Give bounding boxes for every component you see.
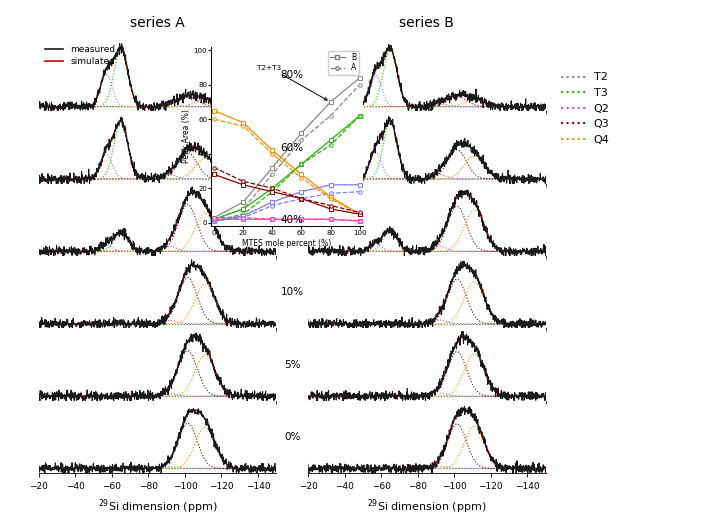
Text: 0%: 0% <box>284 432 301 442</box>
Text: $^{29}$Si dimension (ppm): $^{29}$Si dimension (ppm) <box>98 498 218 516</box>
Text: 60%: 60% <box>281 142 303 152</box>
Text: 5%: 5% <box>284 360 301 370</box>
Text: series B: series B <box>399 17 454 30</box>
Legend: T2, T3, Q2, Q3, Q4: T2, T3, Q2, Q3, Q4 <box>556 68 614 149</box>
Text: series A: series A <box>130 17 185 30</box>
Text: 40%: 40% <box>281 215 303 225</box>
Text: $^{29}$Si dimension (ppm): $^{29}$Si dimension (ppm) <box>367 498 486 516</box>
Text: 10%: 10% <box>281 287 303 297</box>
Legend: B, A: B, A <box>327 50 359 75</box>
Legend: measured, simulated: measured, simulated <box>43 44 118 68</box>
Y-axis label: Peak Area (%): Peak Area (%) <box>182 110 191 163</box>
Text: 80%: 80% <box>281 70 303 80</box>
Text: T2+T3: T2+T3 <box>258 64 327 100</box>
X-axis label: MTES mole percent (%): MTES mole percent (%) <box>242 239 332 248</box>
